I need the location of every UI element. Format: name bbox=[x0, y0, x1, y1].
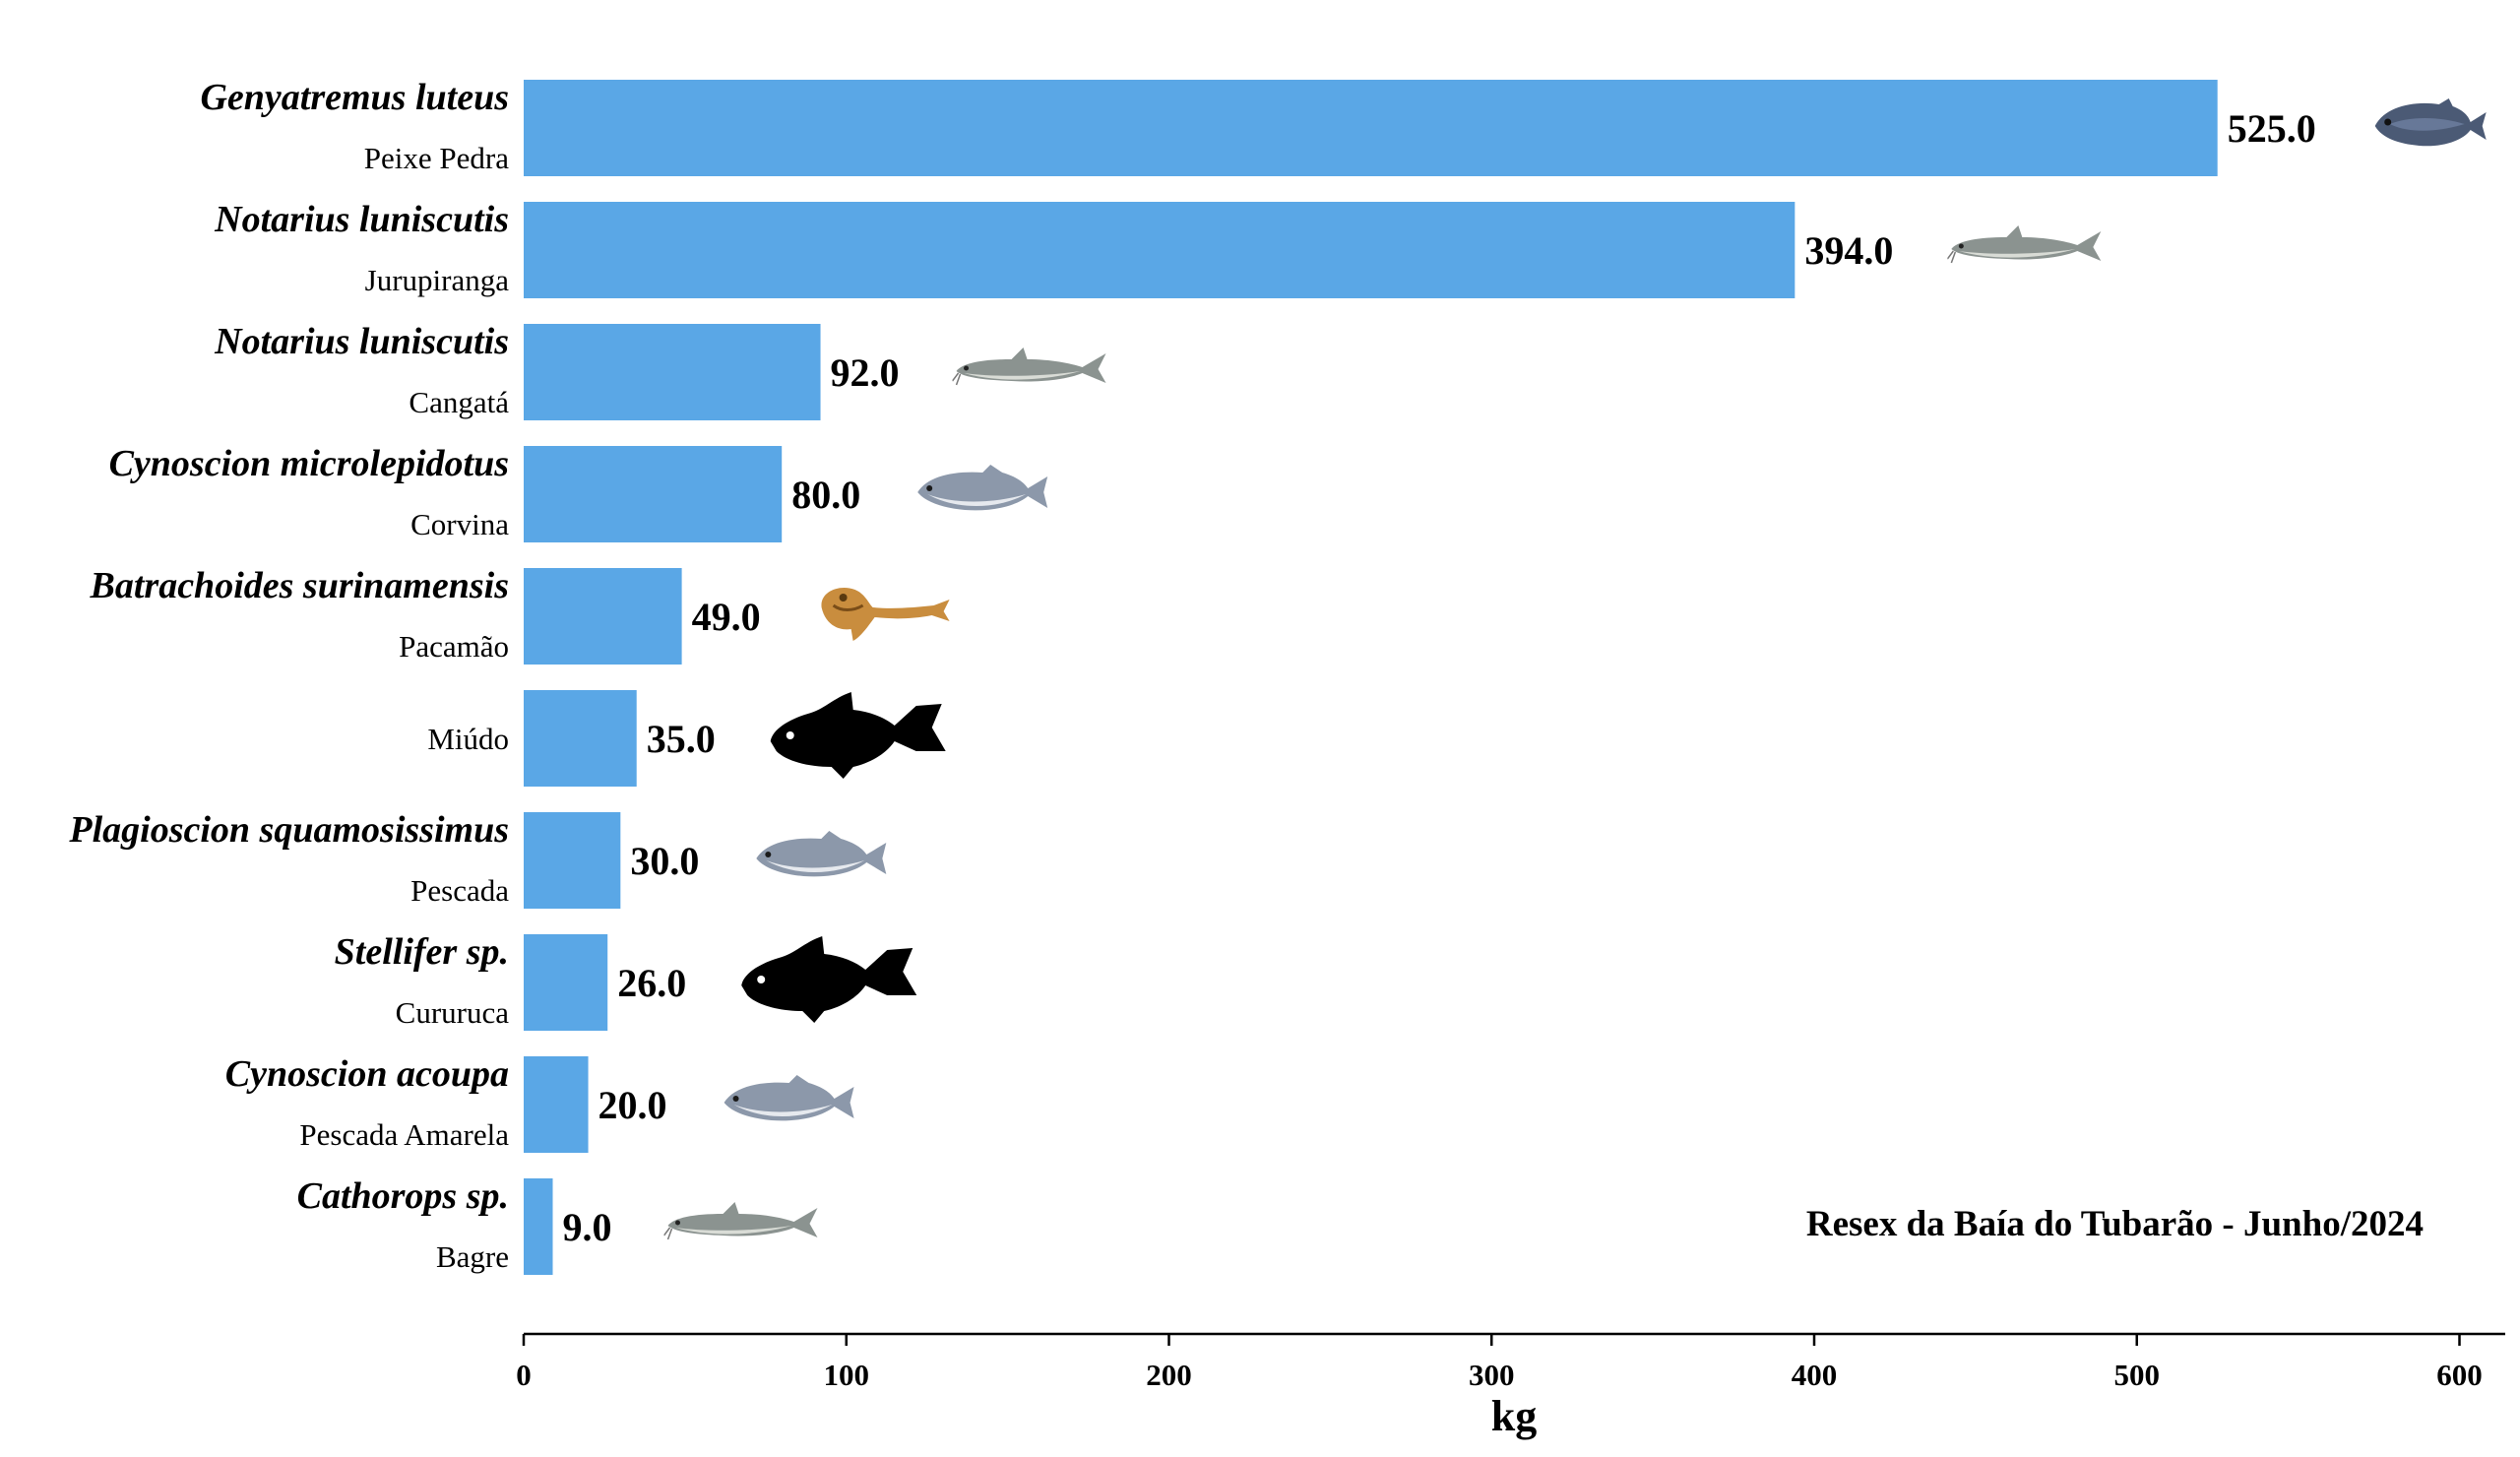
croaker-icon bbox=[756, 831, 887, 877]
croaker-icon bbox=[917, 465, 1048, 511]
bar bbox=[524, 568, 682, 665]
category-scientific-name: Stellifer sp. bbox=[335, 931, 509, 973]
category-common-name: Pescada bbox=[410, 873, 509, 908]
bar bbox=[524, 80, 2218, 176]
category-common-name: Corvina bbox=[410, 507, 509, 541]
toadfish-icon bbox=[819, 586, 952, 643]
x-tick-label: 0 bbox=[516, 1358, 532, 1392]
category-common-name: Cangatá bbox=[409, 385, 509, 419]
x-tick-label: 600 bbox=[2436, 1358, 2483, 1392]
croaker-icon bbox=[724, 1075, 854, 1121]
bar-value-label: 35.0 bbox=[647, 717, 716, 761]
bar-value-label: 30.0 bbox=[630, 839, 699, 883]
fish-silhouette-icon bbox=[741, 936, 917, 1023]
bar bbox=[524, 324, 821, 420]
bar bbox=[524, 812, 621, 909]
bar bbox=[524, 690, 637, 787]
bar bbox=[524, 1056, 589, 1153]
bar-value-label: 92.0 bbox=[831, 350, 900, 395]
x-tick-label: 100 bbox=[824, 1358, 870, 1392]
category-scientific-name: Cathorops sp. bbox=[297, 1175, 509, 1217]
fish-silhouette-icon bbox=[770, 692, 946, 779]
bar-value-label: 525.0 bbox=[2228, 106, 2316, 151]
category-common-name: Peixe Pedra bbox=[364, 141, 509, 175]
category-common-name: Pescada Amarela bbox=[299, 1117, 509, 1152]
x-tick-label: 200 bbox=[1146, 1358, 1192, 1392]
category-scientific-name: Notarius luniscutis bbox=[214, 321, 509, 362]
category-common-name: Pacamão bbox=[399, 629, 509, 664]
grunt-fish-icon bbox=[2374, 98, 2487, 147]
bar-value-label: 80.0 bbox=[791, 473, 860, 517]
category-scientific-name: Cynoscion acoupa bbox=[225, 1053, 509, 1095]
category-scientific-name: Plagioscion squamosissimus bbox=[68, 809, 509, 851]
catfish-icon bbox=[1947, 224, 2103, 264]
labels-group: 525.0 Genyatremus luteus Peixe Pedra 394.0 N… bbox=[68, 77, 2315, 1274]
catfish-icon bbox=[663, 1201, 819, 1240]
category-scientific-name: Genyatremus luteus bbox=[200, 77, 509, 118]
bar-value-label: 26.0 bbox=[617, 961, 686, 1005]
category-scientific-name: Batrachoides surinamensis bbox=[90, 565, 510, 606]
x-tick-label: 400 bbox=[1792, 1358, 1838, 1392]
x-tick-label: 500 bbox=[2114, 1358, 2161, 1392]
bar-value-label: 9.0 bbox=[562, 1205, 611, 1249]
bars-group bbox=[524, 80, 2218, 1275]
category-common-name: Miúdo bbox=[427, 722, 509, 756]
category-common-name: Jurupiranga bbox=[365, 263, 510, 297]
catfish-icon bbox=[952, 347, 1107, 386]
bar bbox=[524, 934, 608, 1031]
x-axis-title: kg bbox=[1491, 1392, 1537, 1440]
category-common-name: Bagre bbox=[436, 1239, 509, 1274]
category-common-name: Cururuca bbox=[396, 995, 510, 1030]
axes-group: 0 100 200 300 400 500 600 bbox=[516, 1332, 2505, 1392]
chart-annotation: Resex da Baía do Tubarão - Junho/2024 bbox=[1806, 1204, 2424, 1244]
bar bbox=[524, 446, 783, 542]
bar-value-label: 20.0 bbox=[598, 1083, 667, 1127]
bar-value-label: 394.0 bbox=[1804, 228, 1893, 273]
bar bbox=[524, 202, 1796, 298]
x-tick-label: 300 bbox=[1469, 1358, 1515, 1392]
category-scientific-name: Notarius luniscutis bbox=[214, 199, 509, 240]
bar-value-label: 49.0 bbox=[692, 595, 761, 639]
category-scientific-name: Cynoscion microlepidotus bbox=[109, 443, 509, 484]
bar bbox=[524, 1178, 553, 1275]
